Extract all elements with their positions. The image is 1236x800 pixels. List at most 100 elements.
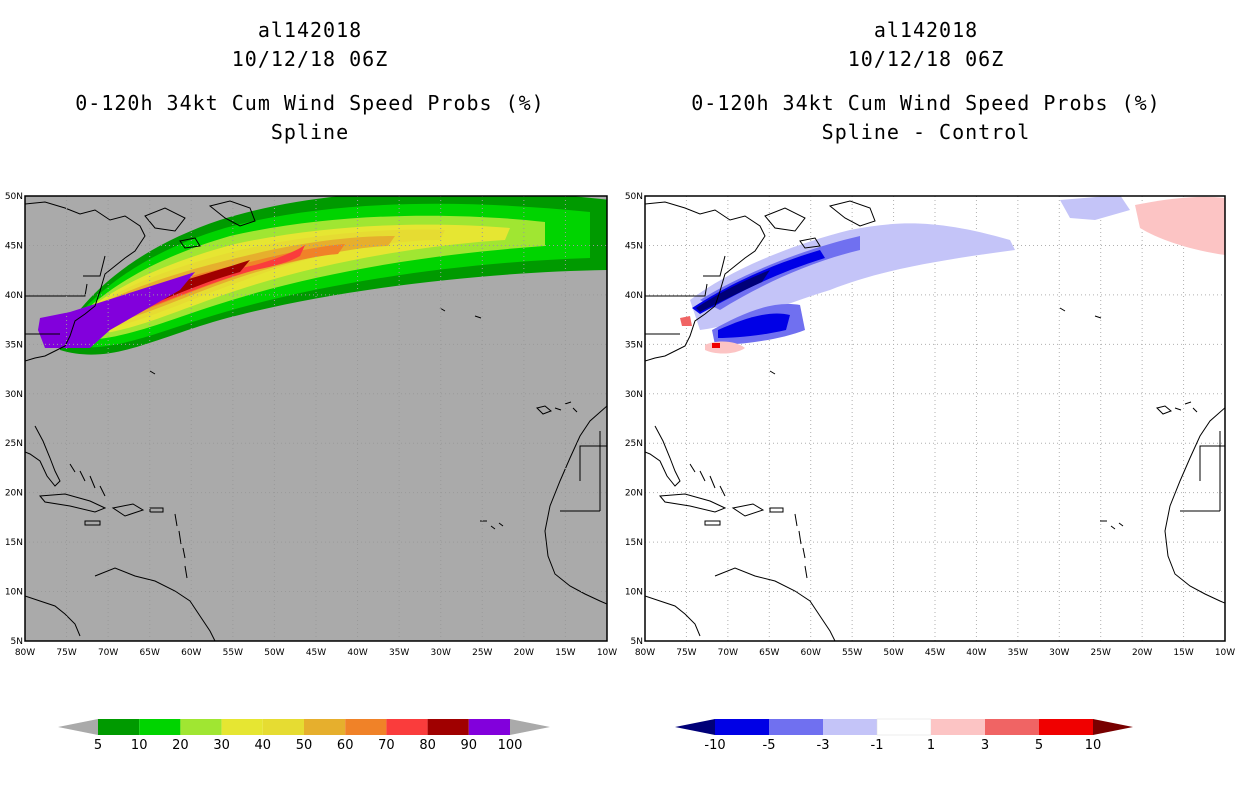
left-colorbar-swatch [427, 719, 469, 735]
right-lat-label: 5N [631, 637, 643, 647]
left-lon-label: 10W [597, 648, 617, 658]
right-lon-label: 75W [676, 648, 696, 658]
left-colorbar-swatch [304, 719, 346, 735]
right-colorbar-low-arrow [675, 719, 715, 735]
left-lon-label: 40W [347, 648, 367, 658]
right-map-frame [644, 195, 1226, 642]
right-lon-label: 20W [1132, 648, 1152, 658]
right-colorbar-label: 5 [1035, 738, 1043, 753]
left-colorbar-swatch [180, 719, 222, 735]
left-lon-label: 30W [431, 648, 451, 658]
left-product-title: 0-120h 34kt Cum Wind Speed Probs (%) [75, 91, 545, 115]
right-lon-label: 45W [925, 648, 945, 658]
left-lon-label: 15W [555, 648, 575, 658]
left-lon-label: 65W [140, 648, 160, 658]
right-lon-label: 40W [966, 648, 986, 658]
right-colorbar-label: 1 [927, 738, 935, 753]
left-colorbar-label: 30 [213, 738, 230, 753]
right-lat-label: 15N [625, 538, 643, 548]
right-map-background [645, 196, 1225, 641]
right-colorbar-label: -1 [871, 738, 884, 753]
left-colorbar-high-arrow [510, 719, 550, 735]
left-colorbar-label: 20 [172, 738, 189, 753]
left-colorbar-swatch [139, 719, 181, 735]
right-method: Spline - Control [821, 120, 1031, 144]
left-lon-label: 80W [15, 648, 35, 658]
left-map-frame [24, 195, 608, 642]
left-colorbar-label: 100 [498, 738, 523, 753]
right-lat-label: 45N [625, 241, 643, 251]
right-lat-label: 25N [625, 439, 643, 449]
right-lon-label: 10W [1215, 648, 1235, 658]
left-lon-label: 45W [306, 648, 326, 658]
right-colorbar: -10 -5 -3 -1 1 3 5 10 [675, 718, 1133, 753]
left-method: Spline [270, 120, 350, 144]
left-panel-title: al142018 10/12/18 06Z 0-120h 34kt Cum Wi… [10, 16, 610, 147]
left-colorbar: 5 10 20 30 40 50 60 70 80 90 100 [58, 719, 550, 753]
left-colorbar-label: 80 [419, 738, 436, 753]
left-lat-label: 35N [5, 340, 23, 350]
right-lat-label: 20N [625, 489, 643, 499]
left-colorbar-swatch [345, 719, 387, 735]
left-gridlines [25, 196, 607, 641]
left-lat-label: 45N [5, 241, 23, 251]
left-lat-label: 20N [5, 489, 23, 499]
right-colorbar-label: -3 [817, 738, 830, 753]
left-lon-label: 50W [264, 648, 284, 658]
left-lon-label: 70W [98, 648, 118, 658]
right-colorbar-label: 10 [1085, 738, 1102, 753]
right-colorbar-swatch [823, 719, 877, 735]
right-colorbar-swatch [1039, 719, 1093, 735]
left-lon-label: 60W [181, 648, 201, 658]
right-colorbar-high-arrow [1093, 719, 1133, 735]
left-lon-label: 20W [514, 648, 534, 658]
right-panel-title: al142018 10/12/18 06Z 0-120h 34kt Cum Wi… [626, 16, 1226, 147]
right-lon-label: 80W [635, 648, 655, 658]
right-colorbar-swatch [985, 719, 1039, 735]
left-colorbar-label: 40 [255, 738, 272, 753]
right-lon-label: 35W [1008, 648, 1028, 658]
left-colorbar-label: 10 [131, 738, 148, 753]
right-lat-label: 10N [625, 588, 643, 598]
left-storm-id: al142018 [257, 18, 363, 42]
right-lon-label: 60W [801, 648, 821, 658]
left-lat-label: 50N [5, 192, 23, 202]
right-colorbar-label: -10 [704, 738, 725, 753]
right-lon-label: 65W [759, 648, 779, 658]
left-lat-label: 5N [11, 637, 23, 647]
right-colorbar-label: -5 [763, 738, 776, 753]
right-lat-label: 40N [625, 291, 643, 301]
right-lon-label: 50W [883, 648, 903, 658]
right-colorbar-label: 3 [981, 738, 989, 753]
right-lon-label: 25W [1091, 648, 1111, 658]
right-product-title: 0-120h 34kt Cum Wind Speed Probs (%) [691, 91, 1161, 115]
right-datetime: 10/12/18 06Z [847, 47, 1005, 71]
right-lon-label: 15W [1173, 648, 1193, 658]
right-lat-label: 30N [625, 390, 643, 400]
right-lon-label: 55W [842, 648, 862, 658]
left-colorbar-label: 90 [461, 738, 478, 753]
left-colorbar-low-arrow [58, 719, 98, 735]
left-lon-label: 55W [223, 648, 243, 658]
left-lon-label: 75W [56, 648, 76, 658]
left-probability-swath [38, 196, 607, 355]
left-colorbar-swatch [468, 719, 510, 735]
right-lon-label: 30W [1049, 648, 1069, 658]
left-lat-label: 30N [5, 390, 23, 400]
left-colorbar-label: 5 [94, 738, 102, 753]
left-lon-label: 35W [389, 648, 409, 658]
right-lon-label: 70W [718, 648, 738, 658]
left-colorbar-swatch [262, 719, 304, 735]
right-colorbar-swatch [769, 719, 823, 735]
left-colorbar-label: 50 [296, 738, 313, 753]
right-storm-id: al142018 [873, 18, 979, 42]
left-datetime: 10/12/18 06Z [231, 47, 389, 71]
left-colorbar-swatch [98, 719, 140, 735]
right-colorbar-swatch [931, 719, 985, 735]
left-lat-label: 15N [5, 538, 23, 548]
left-lat-label: 25N [5, 439, 23, 449]
right-colorbar-swatch [876, 718, 932, 736]
right-lat-label: 35N [625, 340, 643, 350]
